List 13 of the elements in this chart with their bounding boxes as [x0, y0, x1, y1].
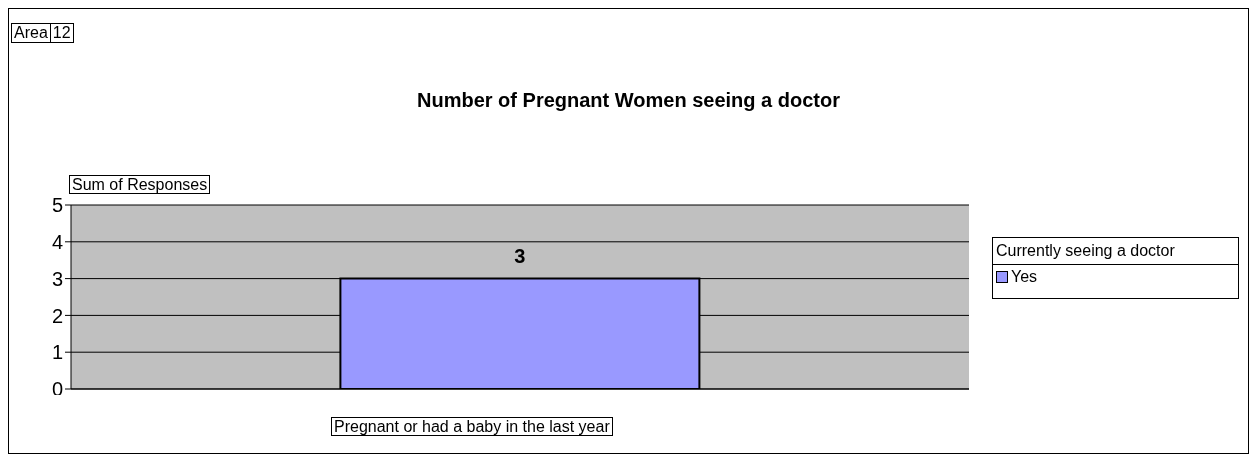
legend-label: Yes	[1011, 268, 1038, 286]
text: 12	[49, 23, 74, 43]
legend-title: Currently seeing a doctor	[993, 238, 1238, 265]
data-label: 3	[514, 244, 526, 267]
chart-title: Number of Pregnant Women seeing a doctor	[416, 89, 841, 112]
x-axis-title: Pregnant or had a baby in the last year	[331, 417, 613, 436]
y-tick-label: 2	[51, 304, 63, 327]
y-axis-title: Sum of Responses	[69, 175, 211, 194]
y-tick-label: 4	[51, 230, 63, 253]
y-tick-label: 3	[51, 267, 63, 290]
text: Area	[11, 23, 51, 43]
y-tick-label: 5	[51, 194, 63, 217]
y-tick-label: 1	[51, 341, 63, 364]
